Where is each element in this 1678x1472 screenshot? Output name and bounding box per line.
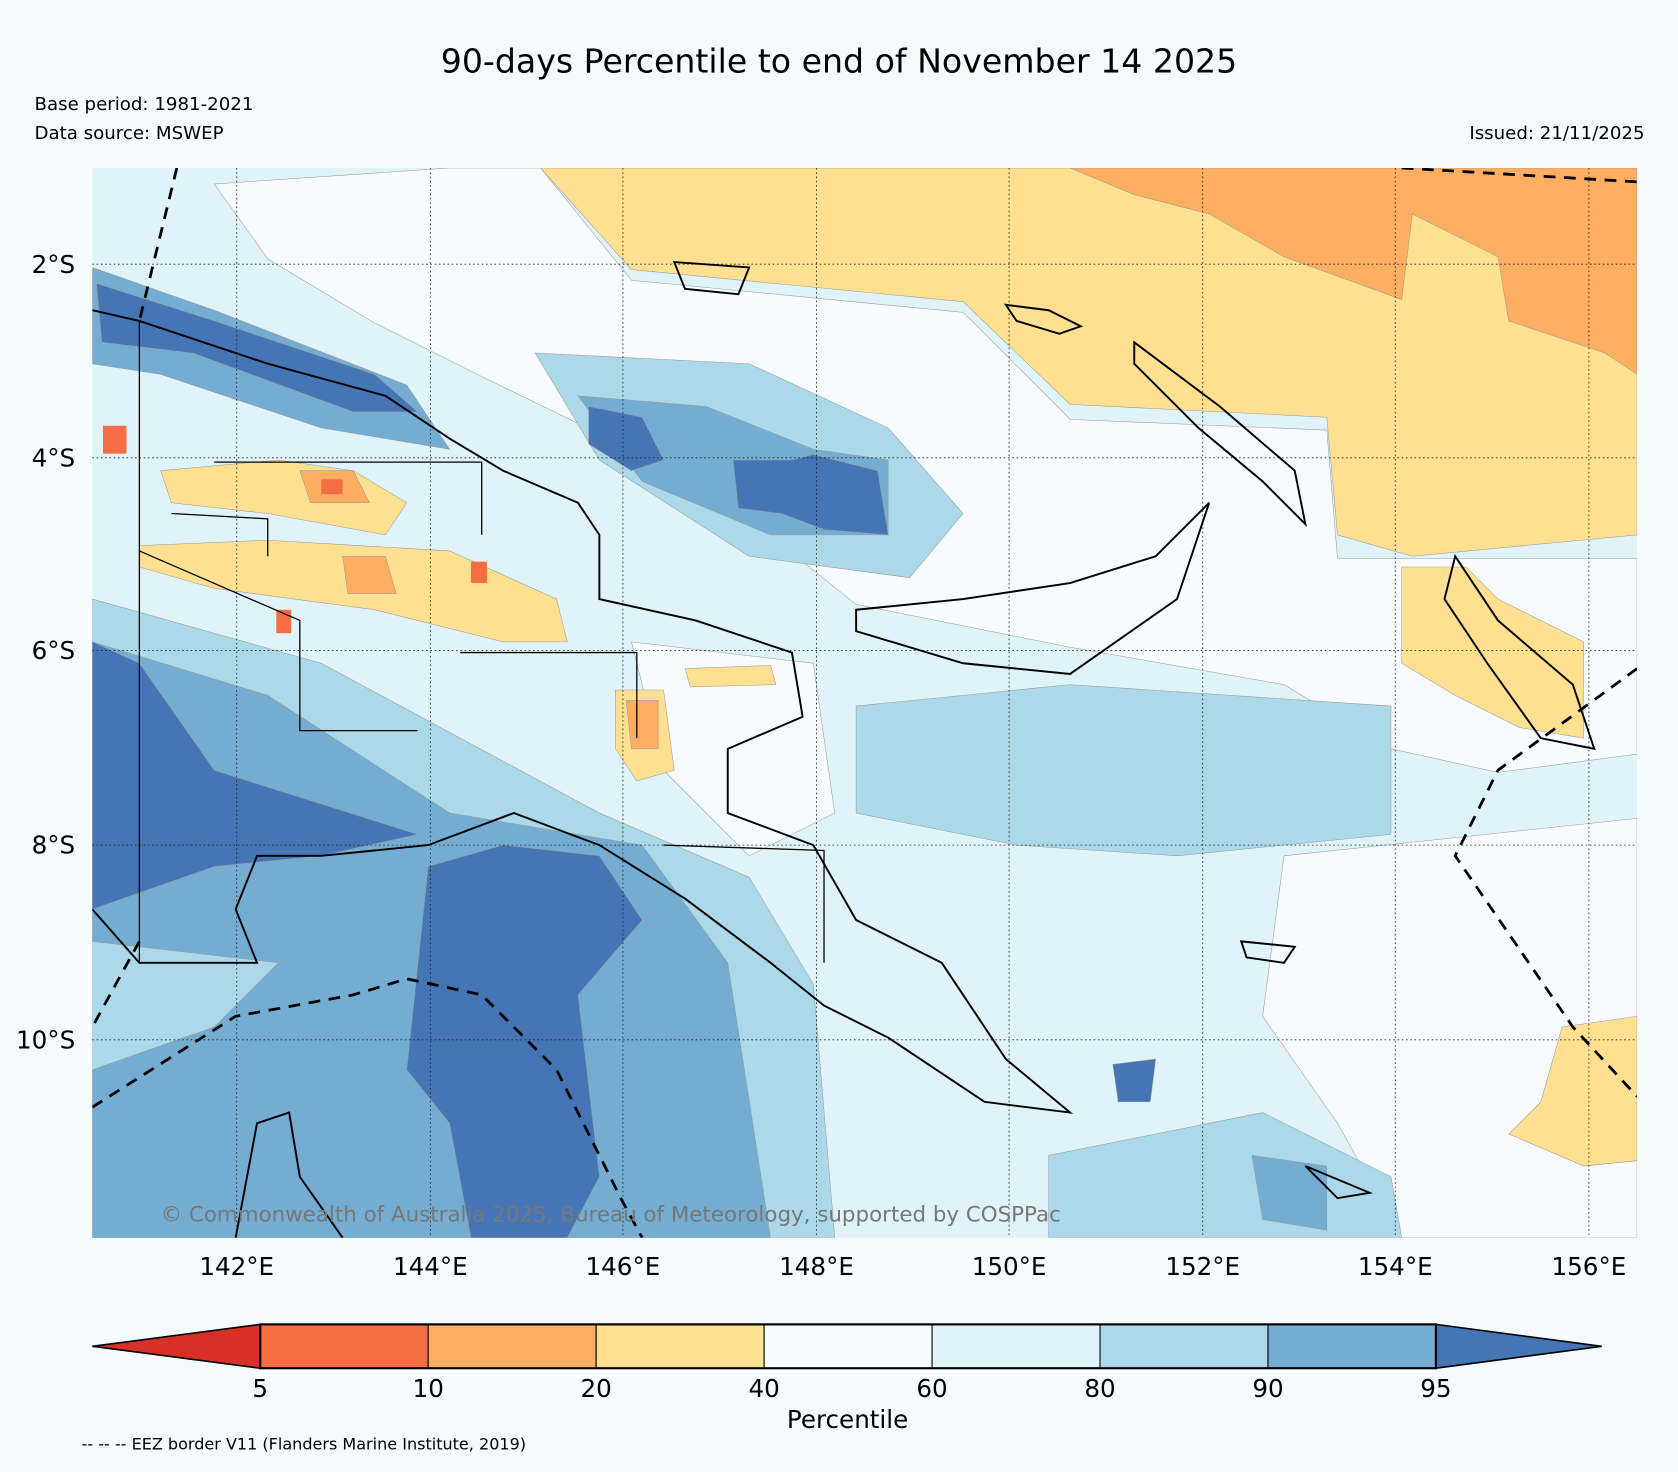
region-20-40 (1508, 1016, 1638, 1167)
colorbar-segment-p60_80 (931, 1323, 1101, 1369)
lon-label: 154°E (1358, 1252, 1433, 1281)
region-10-20 (1069, 167, 1638, 375)
colorbar-ticks: 5 10 20 40 60 80 90 95 (252, 1374, 1451, 1403)
colorbar-tick: 5 (252, 1374, 268, 1403)
new-britain-coastline (855, 502, 1211, 675)
colorbar-tick: 90 (1252, 1374, 1283, 1403)
lat-axis-labels: 2°S 4°S 6°S 8°S 10°S (16, 250, 75, 1055)
lat-label: 6°S (32, 636, 76, 665)
lon-axis-labels: 142°E 144°E 146°E 148°E 150°E 152°E 154°… (199, 1252, 1626, 1281)
region-5-10 (103, 425, 127, 454)
lat-label: 10°S (16, 1025, 75, 1054)
new-guinea-coastline (92, 309, 1074, 1114)
colorbar-tick: 20 (581, 1374, 612, 1403)
lon-label: 144°E (393, 1252, 468, 1281)
data-source-label: Data source: MSWEP (35, 123, 224, 144)
colorbar-segment-p5_10 (259, 1323, 429, 1369)
gridlines (92, 167, 1638, 1238)
lon-label: 156°E (1552, 1252, 1627, 1281)
region-10-20 (625, 700, 659, 750)
lat-label: 2°S (32, 250, 76, 279)
bougainville-coastline (1443, 553, 1596, 751)
region-above-95 (588, 406, 664, 471)
colorbar-segment-p20_40 (595, 1323, 765, 1369)
lon-label: 152°E (1165, 1252, 1240, 1281)
colorbar-tick: 60 (916, 1374, 947, 1403)
region-above-95 (96, 283, 419, 413)
region-above-95 (406, 844, 643, 1238)
copyright-credit: © Commonwealth of Australia 2025, Bureau… (161, 1203, 1061, 1228)
eez-legend-note: -- -- -- EEZ border V11 (Flanders Marine… (82, 1435, 526, 1454)
colorbar (92, 1323, 1602, 1370)
manus-coastline (1003, 303, 1084, 335)
colorbar-segment-p90_95 (1267, 1323, 1437, 1369)
region-10-20 (342, 556, 397, 594)
colorbar-label: Percentile (787, 1405, 908, 1434)
new-ireland-coastline (1133, 340, 1307, 528)
colorbar-extend-high (1435, 1323, 1602, 1370)
region-above-95 (1112, 1058, 1156, 1103)
region-above-95 (92, 641, 419, 910)
colorbar-tick: 95 (1420, 1374, 1451, 1403)
colorbar-outline (259, 1323, 1437, 1370)
island-coastline (672, 261, 1374, 1200)
colorbar-segment-p40_60 (763, 1323, 933, 1369)
map-area (92, 167, 1638, 1238)
region-80-90 (855, 684, 1392, 857)
colorbar-segment-p80_90 (1099, 1323, 1269, 1369)
region-20-40 (1401, 566, 1584, 739)
region-5-10 (321, 479, 343, 495)
issued-date-label: Issued: 21/11/2025 (1469, 123, 1644, 144)
eez-borders (92, 167, 1638, 1238)
lon-label: 148°E (779, 1252, 854, 1281)
region-20-40 (684, 665, 777, 688)
region-90-95 (1251, 1155, 1328, 1231)
colorbar-extend-low (92, 1323, 262, 1370)
lon-label: 150°E (972, 1252, 1047, 1281)
colorbar-tick: 10 (413, 1374, 444, 1403)
base-period-label: Base period: 1981-2021 (35, 94, 254, 115)
colorbar-tick: 40 (748, 1374, 779, 1403)
figure-title: 90-days Percentile to end of November 14… (441, 42, 1238, 81)
lon-label: 142°E (199, 1252, 274, 1281)
colorbar-segment-p10_20 (427, 1323, 597, 1369)
lat-label: 8°S (32, 831, 76, 860)
lon-label: 146°E (586, 1252, 661, 1281)
region-5-10 (471, 561, 488, 584)
cape-york-coastline (234, 1111, 344, 1238)
province-borders (139, 461, 825, 963)
colorbar-tick: 80 (1084, 1374, 1115, 1403)
lat-label: 4°S (32, 443, 76, 472)
